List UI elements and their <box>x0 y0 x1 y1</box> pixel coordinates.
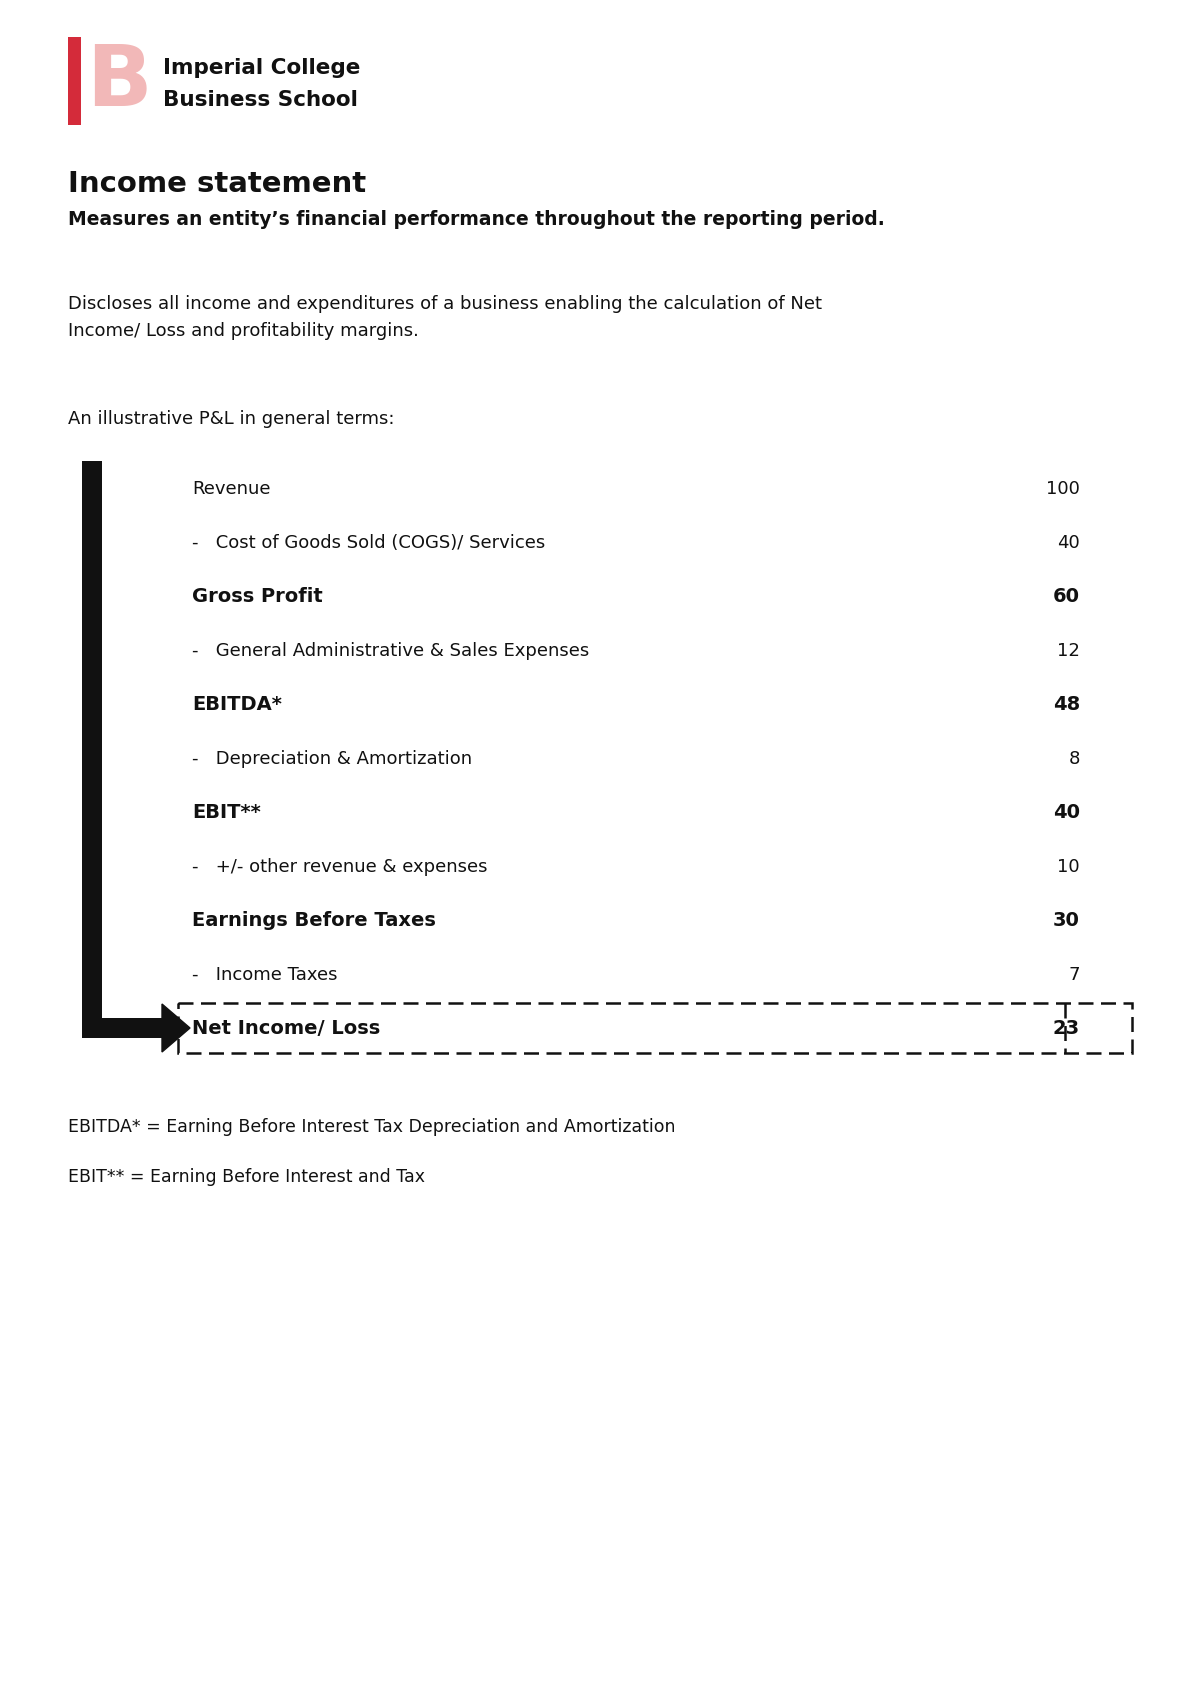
Text: 7: 7 <box>1068 966 1080 983</box>
Bar <box>82 1019 162 1039</box>
Text: EBITDA* = Earning Before Interest Tax Depreciation and Amortization: EBITDA* = Earning Before Interest Tax De… <box>68 1117 676 1136</box>
Text: EBITDA*: EBITDA* <box>192 694 282 715</box>
Text: An illustrative P&L in general terms:: An illustrative P&L in general terms: <box>68 409 395 428</box>
Text: 23: 23 <box>1052 1019 1080 1037</box>
Polygon shape <box>162 1005 190 1053</box>
Text: EBIT** = Earning Before Interest and Tax: EBIT** = Earning Before Interest and Tax <box>68 1167 425 1185</box>
Text: -   Depreciation & Amortization: - Depreciation & Amortization <box>192 749 472 767</box>
Bar <box>82 462 102 1002</box>
Text: Gross Profit: Gross Profit <box>192 588 323 606</box>
Text: Imperial College: Imperial College <box>163 58 360 78</box>
Text: 100: 100 <box>1046 481 1080 498</box>
Text: Net Income/ Loss: Net Income/ Loss <box>192 1019 380 1037</box>
Text: EBIT**: EBIT** <box>192 803 260 822</box>
Text: -   General Administrative & Sales Expenses: - General Administrative & Sales Expense… <box>192 642 589 659</box>
Text: B: B <box>86 41 152 124</box>
Text: 48: 48 <box>1052 694 1080 715</box>
Text: Revenue: Revenue <box>192 481 270 498</box>
Text: 40: 40 <box>1057 533 1080 552</box>
Text: 30: 30 <box>1054 910 1080 931</box>
Bar <box>68 37 82 126</box>
Text: Measures an entity’s financial performance throughout the reporting period.: Measures an entity’s financial performan… <box>68 211 884 229</box>
Text: 40: 40 <box>1054 803 1080 822</box>
Text: 60: 60 <box>1054 588 1080 606</box>
Text: 10: 10 <box>1057 857 1080 876</box>
Bar <box>178 1004 1132 1053</box>
Text: -   +/- other revenue & expenses: - +/- other revenue & expenses <box>192 857 487 876</box>
Text: Earnings Before Taxes: Earnings Before Taxes <box>192 910 436 931</box>
Text: -   Cost of Goods Sold (COGS)/ Services: - Cost of Goods Sold (COGS)/ Services <box>192 533 545 552</box>
Text: -   Income Taxes: - Income Taxes <box>192 966 337 983</box>
Text: 8: 8 <box>1069 749 1080 767</box>
Text: Business School: Business School <box>163 90 358 110</box>
Bar <box>82 1002 102 1029</box>
Text: Discloses all income and expenditures of a business enabling the calculation of : Discloses all income and expenditures of… <box>68 295 822 340</box>
Text: Income statement: Income statement <box>68 170 366 199</box>
Text: 12: 12 <box>1057 642 1080 659</box>
